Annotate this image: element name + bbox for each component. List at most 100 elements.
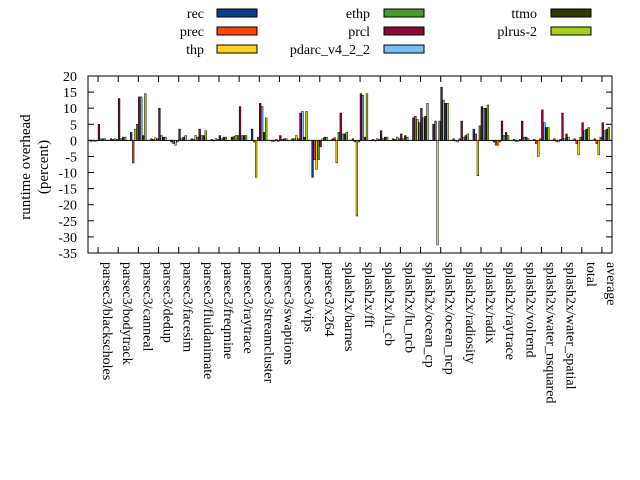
bar [115, 139, 119, 141]
bar [97, 124, 101, 141]
bar [553, 138, 556, 141]
plot-frame [87, 75, 613, 254]
x-tick-label: parsec3/dedup [160, 262, 175, 343]
legend-label: prcl [348, 25, 370, 40]
bar [295, 135, 298, 141]
bar [91, 140, 94, 142]
bar [478, 125, 481, 141]
bar [577, 140, 580, 156]
y-tick-label: 5 [70, 118, 77, 133]
bar [462, 136, 465, 141]
bar [420, 107, 423, 141]
bar [297, 138, 300, 141]
bar [319, 140, 322, 148]
bar [543, 122, 546, 141]
legend-swatch [383, 44, 425, 54]
x-tick-label: splash2x/ocean_cp [422, 262, 437, 368]
bar [458, 138, 461, 141]
bar [271, 140, 274, 142]
bar [321, 138, 324, 141]
bar [484, 107, 487, 141]
bar [416, 119, 419, 141]
x-tick-label: parsec3/x264 [321, 262, 336, 337]
x-tick-label: splash2x/ocean_ncp [442, 262, 457, 375]
bar [275, 139, 278, 141]
bar [152, 139, 155, 141]
bar [253, 140, 256, 143]
y-tick-label: -15 [58, 183, 77, 198]
bar [224, 136, 228, 141]
bar [414, 115, 417, 141]
bar [170, 140, 173, 143]
bar [238, 106, 242, 141]
y-axis-label-line1: runtime overhead [18, 114, 34, 220]
x-tick-label: splash2x/radiosity [462, 262, 477, 364]
bar [101, 138, 105, 141]
bar [196, 136, 199, 141]
bar [398, 138, 401, 141]
bar [386, 136, 389, 141]
bar [452, 138, 455, 141]
bar [460, 120, 463, 141]
bar [291, 138, 294, 141]
bar [502, 135, 506, 141]
bar [535, 140, 538, 144]
bar [180, 138, 183, 141]
bar [257, 136, 260, 141]
bar [251, 128, 254, 141]
bar [212, 140, 215, 142]
bar [144, 93, 147, 141]
bar [515, 140, 518, 142]
bar [440, 87, 443, 141]
bar [555, 140, 558, 142]
bar [220, 138, 223, 141]
bar [303, 136, 306, 141]
x-tick-label: splash2x/lu_cb [381, 262, 396, 346]
bar [605, 128, 608, 141]
bar [454, 140, 457, 142]
bar [472, 128, 475, 141]
bar [361, 95, 365, 141]
legend-label: prec [180, 25, 204, 40]
x-tick-label: splash2x/volrend [522, 262, 537, 358]
bar [172, 140, 175, 144]
bar [109, 138, 113, 141]
bar [379, 130, 383, 141]
legend-label: rec [187, 7, 204, 22]
bar [164, 136, 167, 141]
bar [184, 135, 187, 141]
bar [333, 137, 336, 141]
bar [194, 135, 197, 141]
legend-label: ethp [346, 7, 370, 22]
bar [341, 133, 344, 141]
bar [198, 128, 201, 141]
y-tick-label: -25 [58, 215, 77, 230]
bar [563, 138, 566, 141]
x-tick-label: parsec3/blackscholes [99, 262, 114, 380]
bar [567, 136, 570, 141]
bar [335, 140, 338, 164]
bar [359, 93, 363, 141]
bar [593, 138, 596, 141]
bar [111, 139, 115, 141]
bar [93, 140, 97, 142]
bar [519, 139, 522, 141]
bar [363, 136, 367, 141]
bar [486, 104, 490, 141]
bar [384, 136, 387, 141]
bar [323, 136, 326, 141]
legend-label: plrus-2 [497, 25, 537, 40]
bar [214, 138, 217, 141]
x-tick-label: splash2x/raytrace [502, 262, 517, 360]
x-tick-label: splash2x/lu_ncb [401, 262, 416, 353]
bar [444, 103, 447, 141]
bar [202, 135, 205, 141]
bar [337, 132, 340, 141]
x-tick-label: parsec3/bodytrack [119, 262, 134, 365]
bar [607, 127, 610, 141]
bar [234, 135, 238, 141]
bar [351, 138, 354, 141]
bar [331, 138, 334, 141]
bar [537, 140, 540, 157]
y-tick-label: 20 [63, 70, 77, 85]
